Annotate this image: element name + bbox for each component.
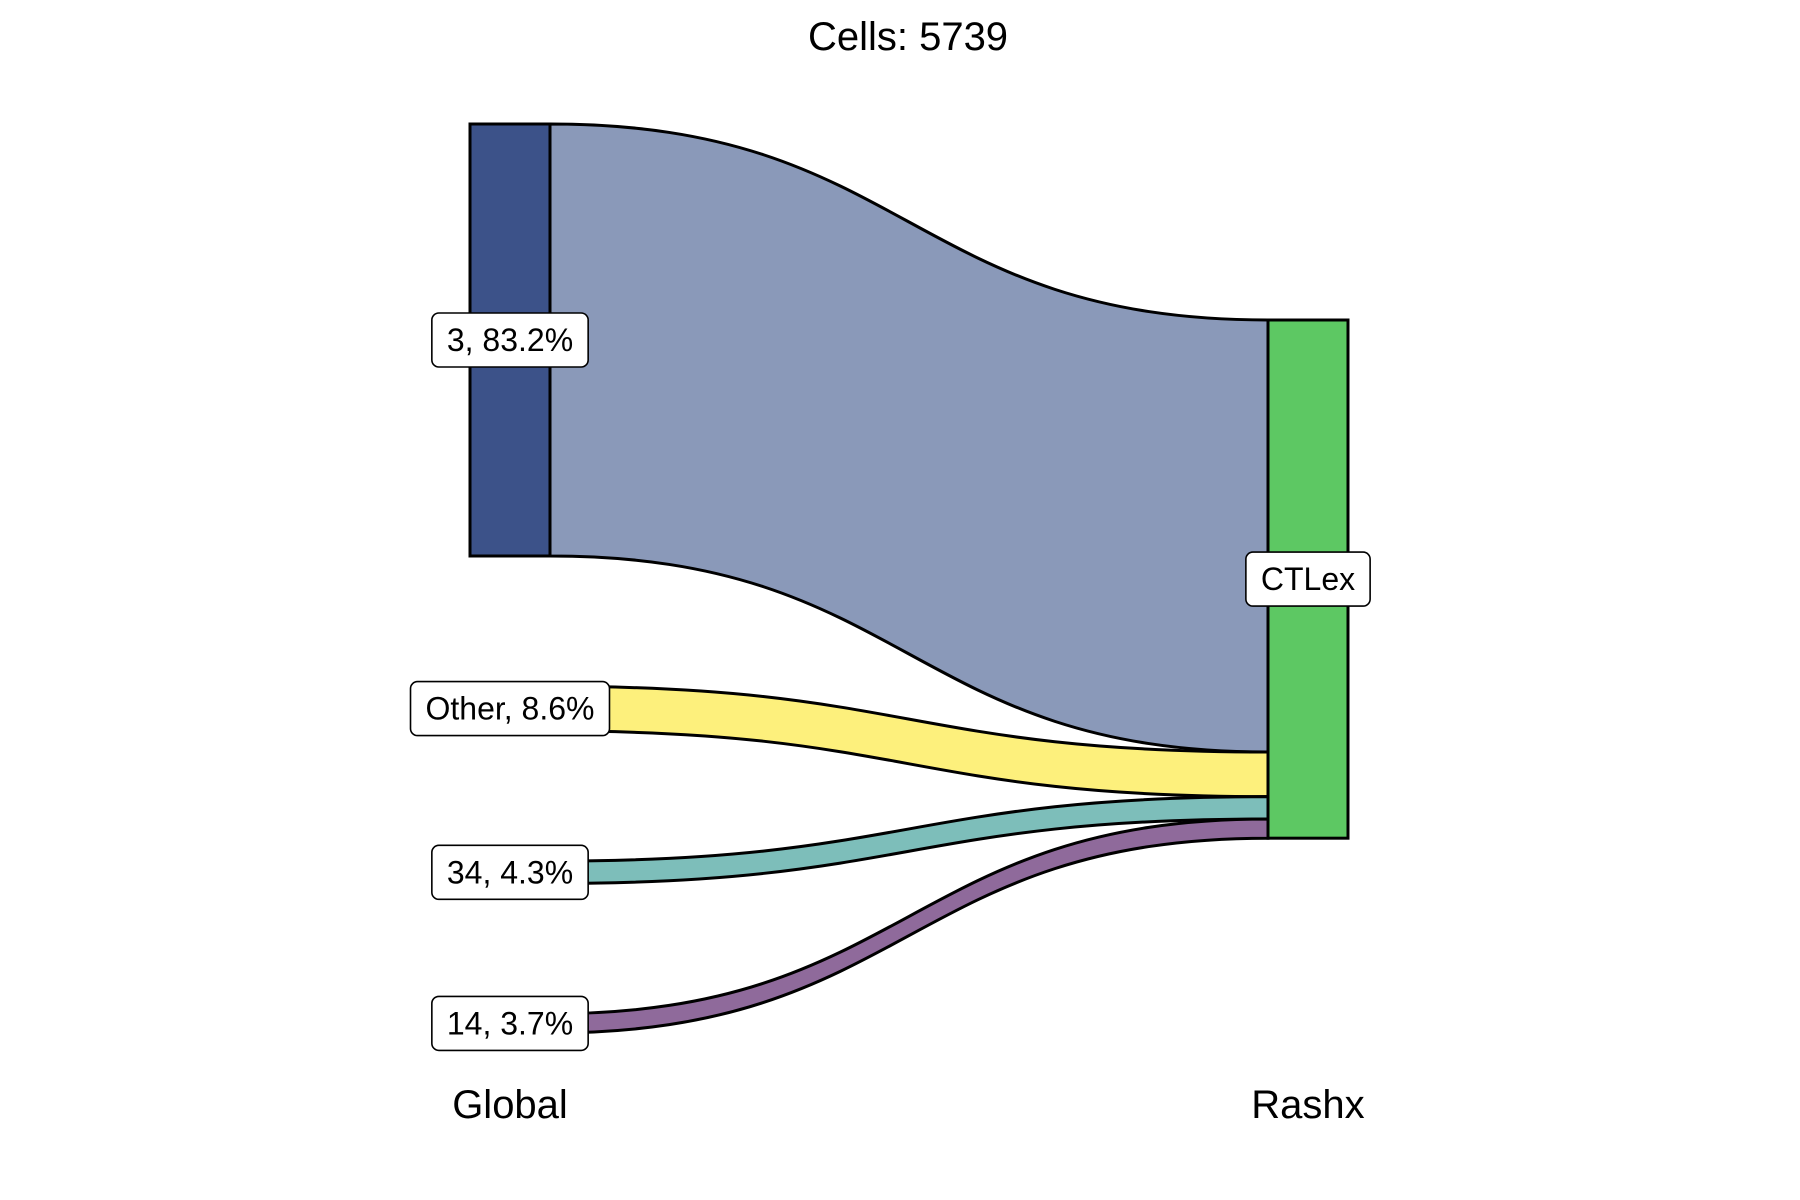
flows-layer xyxy=(548,122,1270,1035)
axis-label-right: Rashx xyxy=(1251,1083,1364,1127)
chart-title: Cells: 5739 xyxy=(808,15,1008,59)
label-3: 3, 83.2% xyxy=(431,312,589,368)
label-14-box xyxy=(431,995,589,1052)
label-14-text: 14, 3.7% xyxy=(447,1005,573,1041)
axis-label-left: Global xyxy=(452,1083,568,1127)
label-3-text: 3, 83.2% xyxy=(447,322,573,358)
label-34: 34, 4.3% xyxy=(431,844,589,901)
label-target-text: CTLex xyxy=(1261,561,1355,597)
labels-layer: 3, 83.2% Other, 8.6% 34, 4.3% 14, 3.7% CTLex xyxy=(409,312,1371,1052)
label-target: CTLex xyxy=(1245,551,1371,607)
label-Other-box xyxy=(409,680,611,737)
label-14: 14, 3.7% xyxy=(431,995,589,1052)
label-3-box xyxy=(431,312,589,368)
flow-3 xyxy=(548,122,1270,754)
label-target-box xyxy=(1245,551,1371,607)
label-34-box xyxy=(431,844,589,901)
label-Other-text: Other, 8.6% xyxy=(426,691,595,727)
label-Other: Other, 8.6% xyxy=(409,680,611,737)
label-34-text: 34, 4.3% xyxy=(447,854,573,890)
